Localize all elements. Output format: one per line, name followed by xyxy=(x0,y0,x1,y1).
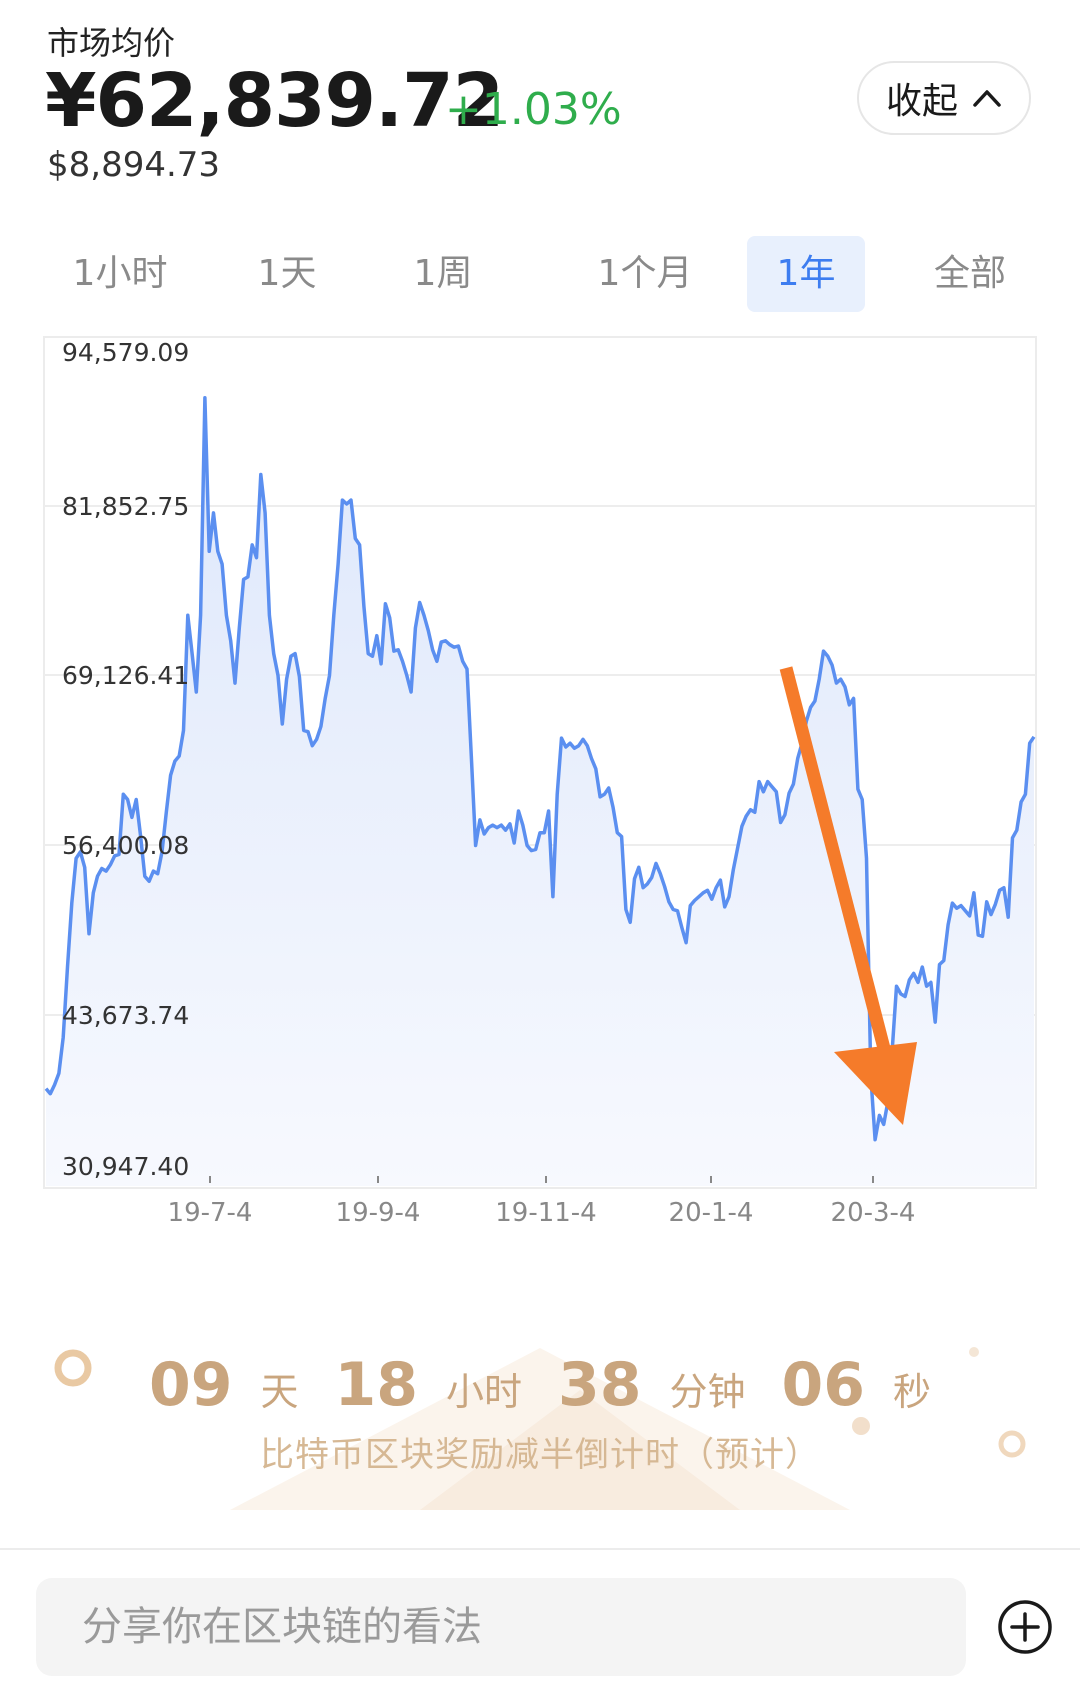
x-tick-label: 19-7-4 xyxy=(168,1198,253,1228)
countdown-row: 09 天 18 小时 38 分钟 06 秒 xyxy=(0,1350,1080,1420)
countdown-caption: 比特币区块奖励减半倒计时（预计） xyxy=(260,1435,820,1475)
plus-circle-icon[interactable] xyxy=(996,1598,1054,1656)
tab-1-year[interactable]: 1年 xyxy=(747,236,865,312)
countdown-days-unit: 天 xyxy=(260,1370,299,1414)
x-axis: 19-7-4 19-9-4 19-11-4 20-1-4 20-3-4 xyxy=(168,1176,916,1228)
price-usd: $8,894.73 xyxy=(47,145,221,185)
chevron-up-icon xyxy=(973,90,1001,107)
chart-frame xyxy=(43,336,1037,1189)
market-price-label: 市场均价 xyxy=(47,24,176,62)
tab-1-hour[interactable]: 1小时 xyxy=(72,253,168,294)
comment-input[interactable] xyxy=(36,1578,966,1676)
countdown-seconds: 06 xyxy=(781,1350,866,1420)
tab-all[interactable]: 全部 xyxy=(933,253,1006,294)
price-change-percent: +1.03% xyxy=(445,84,622,135)
countdown-minutes-unit: 分钟 xyxy=(669,1370,746,1414)
tab-1-day[interactable]: 1天 xyxy=(257,253,317,294)
x-tick-label: 20-3-4 xyxy=(831,1198,916,1228)
halving-countdown: 09 天 18 小时 38 分钟 06 秒 比特币区块奖励减半倒计时（预计） xyxy=(0,1330,1080,1510)
countdown-hours: 18 xyxy=(334,1350,418,1420)
tab-1-week[interactable]: 1周 xyxy=(413,253,473,294)
bottom-divider xyxy=(0,1548,1080,1550)
countdown-days: 09 xyxy=(148,1350,233,1420)
x-tick-label: 20-1-4 xyxy=(669,1198,754,1228)
y-tick-label: 30,947.40 xyxy=(62,1152,189,1181)
down-arrow-annotation xyxy=(779,666,917,1125)
x-tick-label: 19-9-4 xyxy=(336,1198,421,1228)
time-range-tabs: 1小时 1天 1周 1个月 1年 全部 xyxy=(40,236,1040,312)
x-tick-label: 19-11-4 xyxy=(495,1198,596,1228)
price-chart[interactable]: 94,579.09 81,852.75 69,126.41 56,400.08 43,6… xyxy=(0,330,1080,1230)
y-tick-label: 94,579.09 xyxy=(62,338,189,367)
tab-1-month[interactable]: 1个月 xyxy=(597,253,693,294)
countdown-hours-unit: 小时 xyxy=(445,1370,522,1414)
y-tick-label: 56,400.08 xyxy=(62,831,189,860)
price-area xyxy=(46,397,1034,1186)
y-tick-label: 69,126.41 xyxy=(62,661,189,690)
y-tick-label: 43,673.74 xyxy=(62,1001,189,1030)
collapse-button[interactable]: 收起 xyxy=(857,61,1031,135)
collapse-button-label: 收起 xyxy=(885,81,958,122)
y-tick-label: 81,852.75 xyxy=(62,492,189,521)
price-cny: ¥62,839.72 xyxy=(45,58,504,144)
countdown-seconds-unit: 秒 xyxy=(893,1370,932,1414)
y-axis-labels: 94,579.09 81,852.75 69,126.41 56,400.08 43,6… xyxy=(62,338,189,1181)
countdown-background-decoration xyxy=(54,1347,1026,1510)
countdown-minutes: 38 xyxy=(558,1350,642,1420)
